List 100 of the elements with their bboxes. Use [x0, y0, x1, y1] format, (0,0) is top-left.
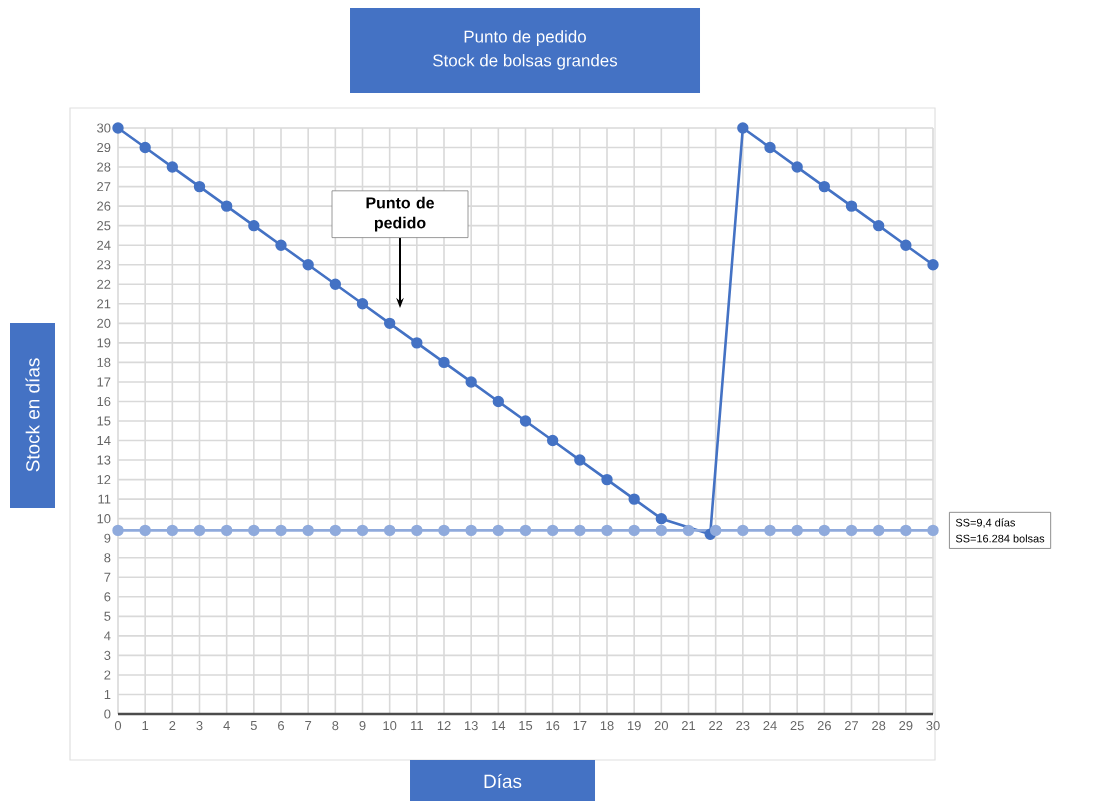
- x-tick-label: 11: [411, 721, 423, 730]
- y-tick-label: 4: [104, 631, 111, 641]
- y-tick-label: 18: [97, 357, 111, 367]
- point: [655, 524, 668, 537]
- y-tick-label: 21: [97, 299, 111, 309]
- point: [601, 524, 613, 537]
- point: [845, 524, 858, 537]
- y-tick-label: 5: [104, 611, 111, 621]
- point: [818, 180, 831, 193]
- point: [329, 524, 342, 537]
- y-tick-label: 23: [97, 260, 111, 270]
- point: [900, 239, 912, 251]
- point: [438, 524, 450, 537]
- y-tick-label: 0: [104, 709, 111, 719]
- point: [438, 356, 450, 369]
- y-tick-label: 26: [97, 201, 111, 211]
- x-tick-label: 6: [278, 721, 285, 731]
- text: SS=9,4 días: [955, 518, 1016, 528]
- x-tick-label: 9: [359, 721, 366, 731]
- point: [356, 298, 369, 310]
- y-tick-label: 29: [97, 142, 111, 153]
- point: [383, 524, 396, 537]
- point: [411, 337, 423, 349]
- point: [193, 524, 206, 537]
- point: [275, 239, 287, 251]
- point: [383, 317, 396, 330]
- y-tick-label: 6: [104, 592, 111, 602]
- chart-title: Punto de pedido: [464, 30, 586, 46]
- point: [927, 259, 939, 271]
- y-tick-label: 30: [97, 123, 111, 133]
- x-tick-label: 20: [654, 721, 669, 731]
- x-tick-label: 10: [383, 721, 397, 731]
- x-tick-label: 17: [573, 721, 587, 730]
- y-tick-label: 25: [97, 221, 111, 231]
- y-tick-label: 3: [104, 650, 111, 660]
- y-tick-label: 27: [97, 182, 111, 192]
- point: [519, 415, 532, 427]
- point: [112, 524, 124, 537]
- point: [900, 524, 912, 537]
- point: [411, 524, 423, 537]
- y-tick-label: 15: [97, 416, 111, 426]
- y-axis-title: Stock en días: [25, 358, 40, 472]
- point: [872, 524, 885, 537]
- y-tick-label: 24: [97, 240, 111, 250]
- y-tick-label: 16: [97, 396, 111, 407]
- point: [601, 473, 613, 486]
- point: [139, 524, 151, 537]
- point: [764, 524, 776, 537]
- y-tick-label: 9: [104, 533, 111, 543]
- y-tick-label: 7: [104, 572, 111, 582]
- x-tick-label: 0: [114, 721, 122, 731]
- x-tick-label: 19: [627, 721, 641, 731]
- y-tick-label: 22: [97, 279, 111, 289]
- point: [709, 524, 722, 537]
- y-tick-label: 12: [97, 475, 111, 485]
- x-axis-title: Días: [484, 773, 522, 789]
- x-tick-label: 14: [492, 721, 506, 730]
- point: [139, 141, 151, 154]
- y-tick-label: 14: [97, 436, 111, 445]
- x-tick-label: 23: [736, 721, 750, 731]
- annotation: Punto de pedido: [366, 196, 434, 232]
- point: [248, 524, 260, 537]
- x-tick-label: 7: [305, 721, 312, 730]
- point: [356, 524, 369, 537]
- y-tick-label: 17: [97, 377, 111, 387]
- x-tick-label: 4: [223, 721, 230, 730]
- point: [492, 395, 505, 408]
- point: [220, 200, 233, 212]
- point: [682, 524, 695, 537]
- point: [492, 524, 505, 537]
- point: [546, 434, 559, 447]
- point: [275, 524, 287, 537]
- point: [166, 524, 179, 537]
- x-tick-label: 24: [763, 721, 777, 731]
- point: [329, 278, 342, 290]
- point: [818, 524, 831, 537]
- point: [737, 122, 749, 134]
- point: [519, 524, 532, 537]
- point: [166, 161, 179, 173]
- x-tick-label: 8: [332, 721, 339, 731]
- y-tick-label: 20: [97, 318, 111, 328]
- x-tick-label: 18: [600, 721, 614, 731]
- x-tick-label: 15: [519, 721, 533, 731]
- point: [872, 219, 885, 232]
- x-tick-label: 21: [681, 721, 696, 731]
- point: [248, 219, 260, 232]
- point: [655, 512, 668, 525]
- x-tick-label: 1: [142, 721, 149, 730]
- y-tick-label: 2: [104, 670, 111, 680]
- x-tick-label: 26: [817, 721, 831, 731]
- x-tick-label: 29: [899, 721, 913, 731]
- x-tick-label: 28: [872, 721, 886, 731]
- point: [628, 493, 640, 505]
- point: [193, 180, 206, 193]
- x-tick-label: 25: [790, 721, 804, 731]
- point: [302, 259, 314, 271]
- point: [791, 524, 803, 537]
- y-tick-label: 13: [97, 455, 111, 465]
- point: [927, 524, 939, 537]
- point: [574, 524, 586, 537]
